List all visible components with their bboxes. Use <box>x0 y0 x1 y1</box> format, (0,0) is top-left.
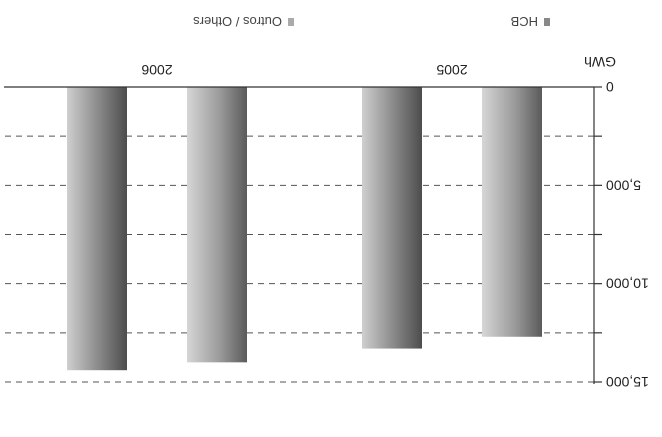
legend-swatch-hcb <box>544 18 550 26</box>
bars <box>67 87 542 371</box>
bar-2005-hcb <box>482 87 542 337</box>
y-tick-label: 10,000 <box>606 276 649 292</box>
y-tick-label: 5,000 <box>606 177 641 193</box>
category-labels: 2005 2006 <box>141 62 467 78</box>
y-ticks: 0 5,000 10,000 15,000 <box>594 79 649 390</box>
y-tick-label: 0 <box>606 79 614 95</box>
legend-item-others: Outros / Others <box>193 14 294 29</box>
bar-2006-hcb <box>187 87 247 363</box>
y-axis-title: GWh <box>584 54 616 70</box>
legend-label-hcb: HCB <box>511 14 538 29</box>
category-label: 2006 <box>141 62 172 78</box>
legend-swatch-others <box>288 18 294 26</box>
category-label: 2005 <box>436 62 467 78</box>
legend-label-others: Outros / Others <box>193 14 282 29</box>
y-tick-label: 15,000 <box>606 374 649 390</box>
legend: HCB Outros / Others <box>193 14 550 29</box>
bar-2005-others <box>362 87 422 349</box>
legend-item-hcb: HCB <box>511 14 550 29</box>
bar-2006-others <box>67 87 127 371</box>
y-axis: 0 5,000 10,000 15,000 <box>4 79 649 390</box>
